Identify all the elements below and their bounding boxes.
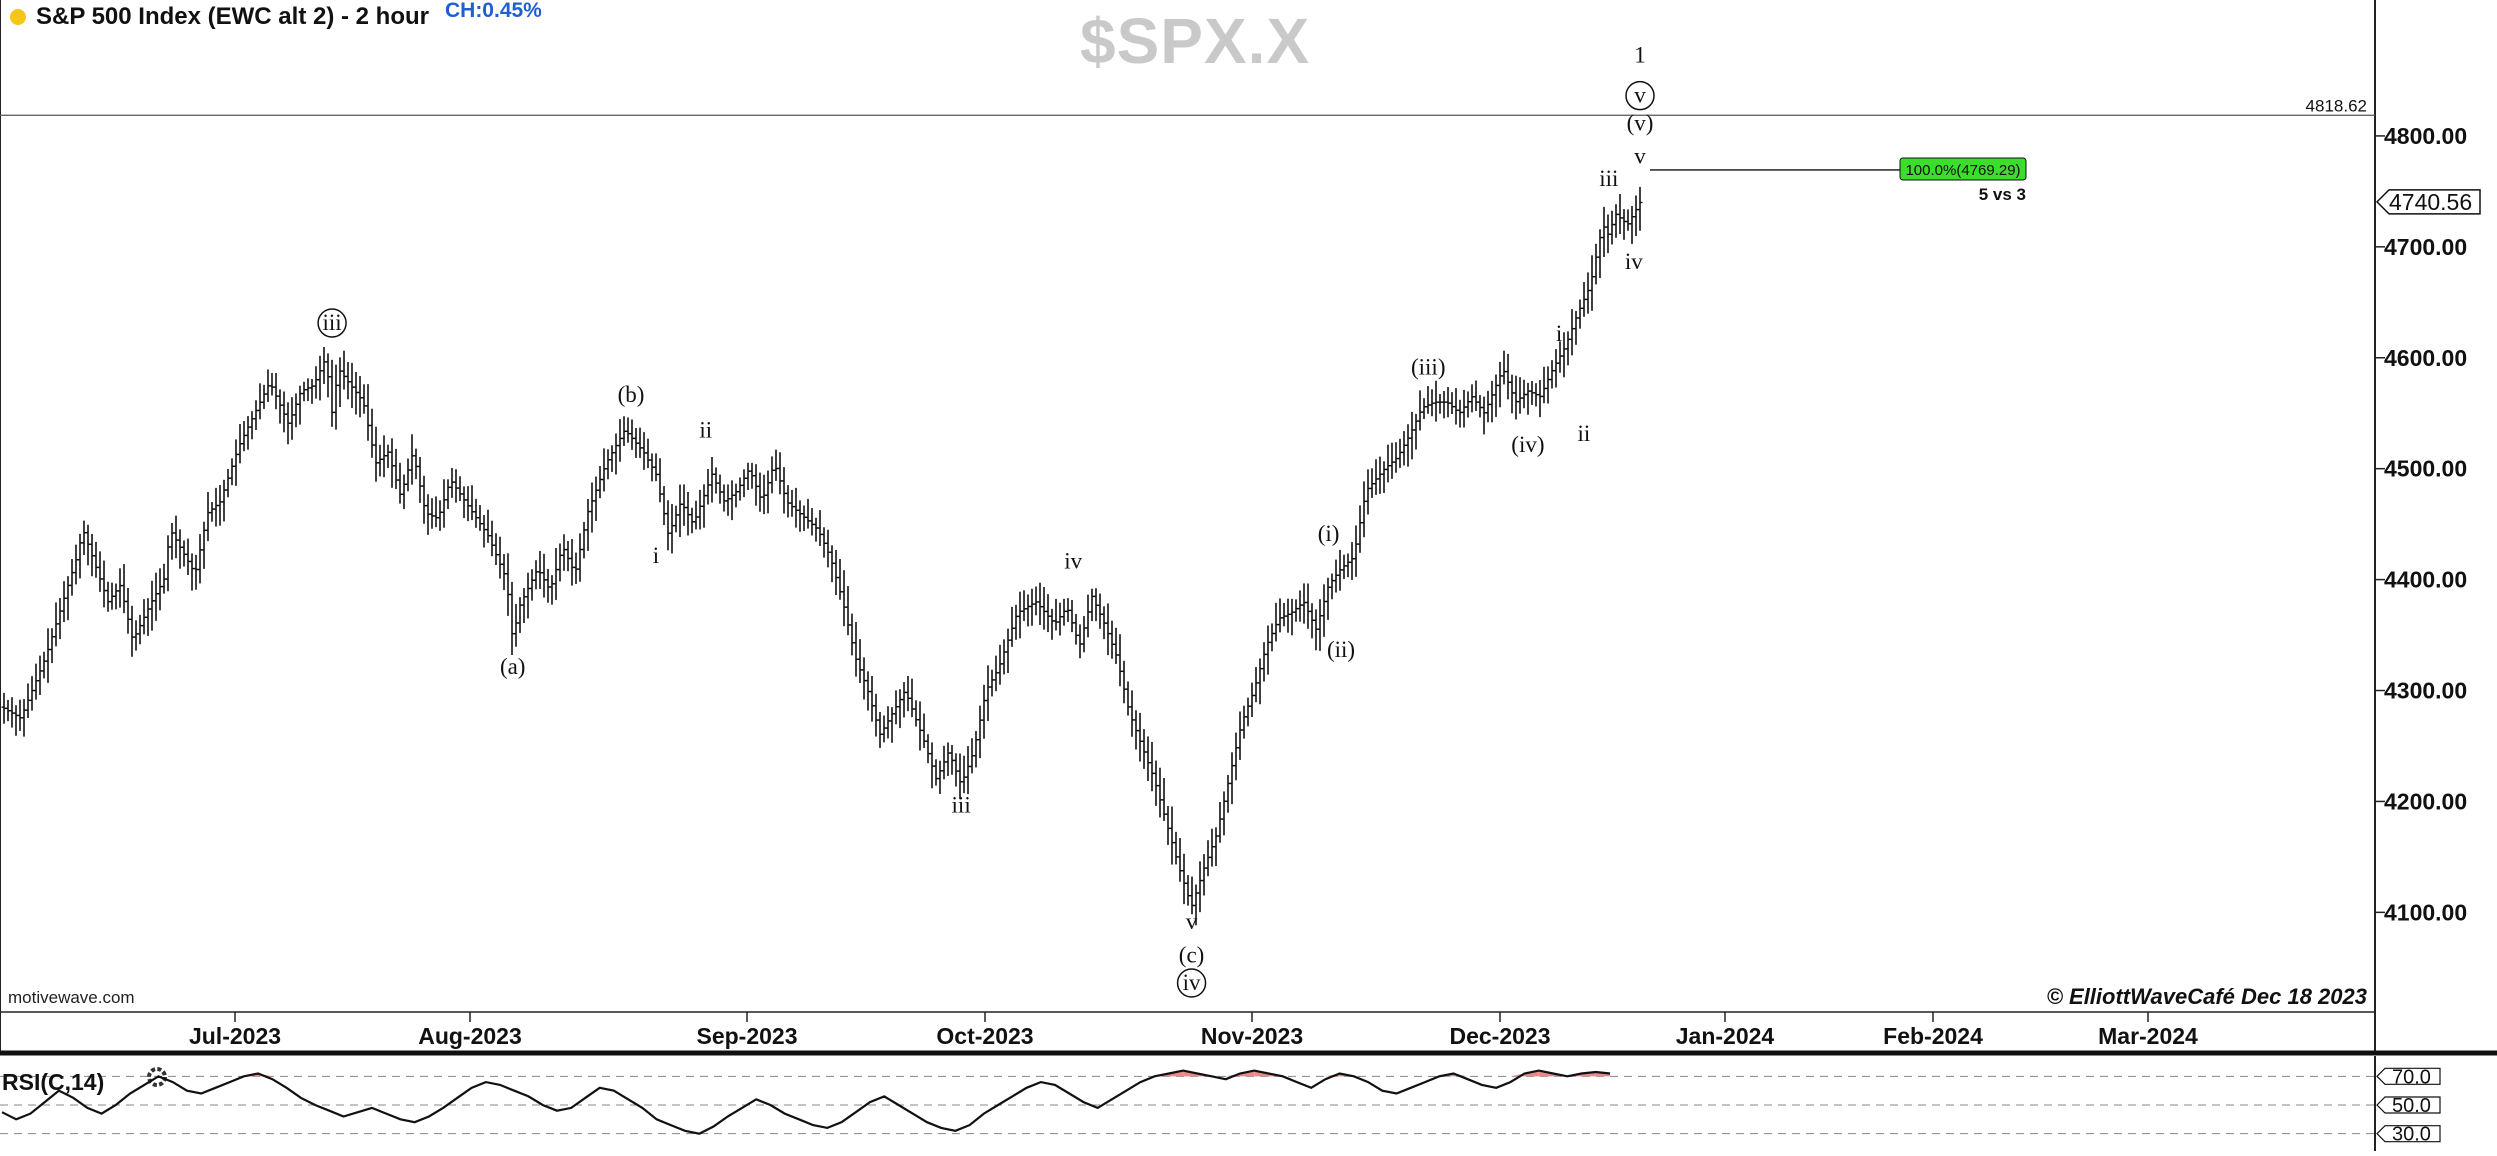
wave-label: (a) [500, 654, 526, 679]
x-tick-label: Jan-2024 [1676, 1023, 1775, 1049]
source-label[interactable]: motivewave.com [8, 988, 135, 1007]
gear-icon [147, 1067, 167, 1087]
wave-label: iii [1599, 166, 1618, 191]
wave-label: iv [1625, 249, 1643, 274]
rsi-tick-box [2376, 1096, 2441, 1114]
change-label: CH:0.45% [444, 0, 542, 22]
reference-line-label: 4818.62 [2306, 96, 2367, 115]
rsi-tick-label: 50.0 [2392, 1095, 2431, 1117]
copyright-label: © ElliottWaveCafé Dec 18 2023 [2046, 984, 2367, 1009]
wave-label: iii [323, 310, 342, 335]
x-tick-label: Jul-2023 [189, 1023, 281, 1049]
y-tick-label: 4800.00 [2384, 123, 2467, 149]
x-tick-label: Aug-2023 [418, 1023, 522, 1049]
rsi-tick-label: 70.0 [2392, 1066, 2431, 1088]
y-tick-label: 4500.00 [2384, 456, 2467, 482]
wave-label: (iii) [1411, 354, 1446, 379]
wave-label: iii [952, 793, 971, 818]
wave-label: 1 [1634, 43, 1646, 68]
y-tick-label: 4200.00 [2384, 788, 2467, 814]
wave-label-circle [317, 308, 347, 338]
wave-label: ii [699, 418, 712, 443]
wave-label: (ii) [1327, 637, 1355, 662]
x-tick-label: Mar-2024 [2098, 1023, 2198, 1049]
chart-header: S&P 500 Index (EWC alt 2) - 2 hour CH:0.… [10, 0, 542, 31]
wave-label: (i) [1318, 521, 1340, 546]
rsi-title: RSI(C,14) [2, 1069, 104, 1095]
wave-label: (c) [1179, 942, 1205, 967]
wave-label: v [1186, 909, 1198, 934]
target-note: 5 vs 3 [1979, 185, 2026, 204]
wave-label: (iv) [1511, 432, 1544, 457]
wave-label: (v) [1627, 110, 1654, 135]
x-tick-label: Dec-2023 [1449, 1023, 1550, 1049]
chart-title: S&P 500 Index (EWC alt 2) - 2 hour [36, 3, 429, 30]
wave-label: iv [1064, 549, 1082, 574]
wave-label: ii [1578, 421, 1591, 446]
x-tick-label: Oct-2023 [936, 1023, 1033, 1049]
wave-label-circle [1176, 968, 1207, 998]
y-tick-label: 4600.00 [2384, 345, 2467, 371]
x-tick-label: Nov-2023 [1201, 1023, 1303, 1049]
x-tick-label: Sep-2023 [696, 1023, 797, 1049]
wave-label: (b) [618, 382, 645, 407]
status-dot-icon [10, 9, 26, 25]
wave-label: iv [1183, 970, 1201, 995]
rsi-tick-box [2376, 1125, 2441, 1143]
wave-label: i [653, 543, 659, 568]
wave-label: v [1634, 83, 1646, 108]
rsi-tick-label: 30.0 [2392, 1124, 2431, 1146]
y-tick-label: 4400.00 [2384, 567, 2467, 593]
wave-label: v [1634, 144, 1646, 169]
target-label: 100.0%(4769.29) [1905, 162, 2020, 179]
y-tick-label: 4700.00 [2384, 234, 2467, 260]
y-tick-label: 4100.00 [2384, 899, 2467, 925]
rsi-tick-box [2376, 1067, 2441, 1085]
last-price-label: 4740.56 [2389, 189, 2472, 215]
y-tick-label: 4300.00 [2384, 678, 2467, 704]
wave-label-circle [1625, 80, 1655, 111]
wave-label: i [1556, 321, 1562, 346]
symbol-watermark: $SPX.X [1080, 5, 1311, 77]
target-box [1899, 157, 2027, 181]
ohlc-bars [1, 186, 1643, 926]
last-price-marker [2375, 189, 2481, 215]
rsi-line [1, 1069, 1611, 1135]
x-tick-label: Feb-2024 [1883, 1023, 1983, 1049]
